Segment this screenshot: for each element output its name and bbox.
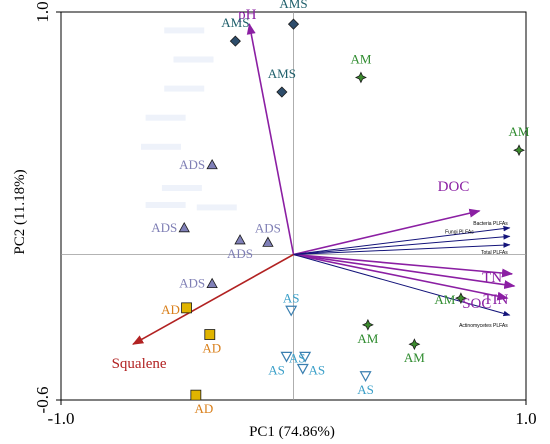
x-axis-label: PC1 (74.86%) [249, 424, 335, 440]
ads-point [206, 158, 218, 170]
ads-point [262, 236, 274, 247]
ads-point-label: ADS [255, 220, 281, 235]
vector-label-actinomycetes-plfas: Actinomycetes PLFAs [459, 323, 508, 329]
as-point [299, 351, 312, 363]
ams-point [276, 86, 288, 98]
vector-tin [293, 253, 516, 290]
ghost-label [145, 114, 186, 121]
ghost-label [164, 85, 205, 92]
vector-doc [293, 208, 481, 256]
as-point [296, 363, 309, 375]
am-point [454, 292, 467, 305]
as-point-label: AS [289, 350, 306, 365]
as-point-label: AS [268, 362, 285, 377]
vector-label-doc: DOC [438, 179, 470, 195]
x-tick-label: -1.0 [48, 409, 75, 428]
vector-label-soc: SOC [462, 296, 491, 312]
as-point-label: AS [283, 290, 300, 305]
ad-point-label: AD [161, 302, 180, 317]
y-tick-label: 1.0 [33, 1, 52, 22]
vector-label-total-plfas: Total PLFAs [481, 250, 508, 256]
x-tick-label: 1.0 [515, 409, 536, 428]
ad-point-label: AD [194, 401, 213, 416]
ghost-label [164, 27, 205, 34]
y-axis-label: PC2 (11.18%) [12, 169, 28, 254]
vector-actinomycetes-plfas [293, 254, 511, 317]
vector-label-squalene: Squalene [112, 356, 167, 372]
vector-label-ph: pH [238, 7, 257, 23]
ads-point-label: ADS [151, 220, 177, 235]
ams-point-label: AMS [279, 0, 307, 11]
am-point-label: AM [357, 331, 378, 346]
am-point-label: AM [509, 124, 530, 139]
ad-point [204, 329, 216, 340]
ads-point [234, 234, 246, 245]
vector-tn [293, 253, 514, 278]
vector-fungi-plfas [293, 234, 511, 255]
vector-total-plfas [293, 242, 511, 255]
vector-label-tin: TIN [483, 292, 508, 308]
vector-squalene [132, 253, 294, 345]
y-tick-label: -0.6 [33, 387, 52, 414]
am-point-label: AM [434, 292, 455, 307]
vector-soc [293, 253, 509, 301]
as-point [280, 351, 293, 363]
ghost-label [140, 143, 181, 150]
ad-point-label: AD [202, 341, 221, 356]
ghost-label [145, 202, 186, 208]
ams-point-label: AMS [221, 15, 249, 30]
vector-bacteria-plfas [293, 225, 511, 255]
ads-point [206, 277, 218, 289]
vector-label-tn: TN [482, 270, 502, 286]
am-point [513, 144, 525, 157]
am-point [361, 318, 374, 331]
ads-point-label: ADS [179, 157, 205, 172]
ghost-label [196, 204, 237, 211]
as-point-label: AS [308, 362, 325, 377]
ads-point-label: ADS [227, 246, 253, 261]
am-point-label: AM [404, 350, 425, 365]
as-point [285, 305, 298, 317]
ams-point [287, 18, 300, 30]
ads-point-label: ADS [179, 276, 205, 291]
am-point [354, 71, 367, 84]
ad-point [190, 389, 202, 401]
ams-point [229, 35, 241, 47]
ghost-label [173, 56, 214, 63]
ams-point-label: AMS [268, 66, 296, 81]
vector-label-bacteria-plfas: Bacteria PLFAs [473, 221, 508, 227]
ads-point [178, 222, 190, 233]
vector-label-fungi-plfas: Fungi PLFAs [445, 229, 474, 235]
as-point-label: AS [357, 382, 374, 397]
ad-point [181, 302, 192, 314]
vector-ph [246, 23, 295, 255]
am-point [408, 338, 421, 351]
ghost-label [161, 185, 202, 192]
as-point [359, 371, 372, 382]
am-point-label: AM [350, 51, 371, 66]
